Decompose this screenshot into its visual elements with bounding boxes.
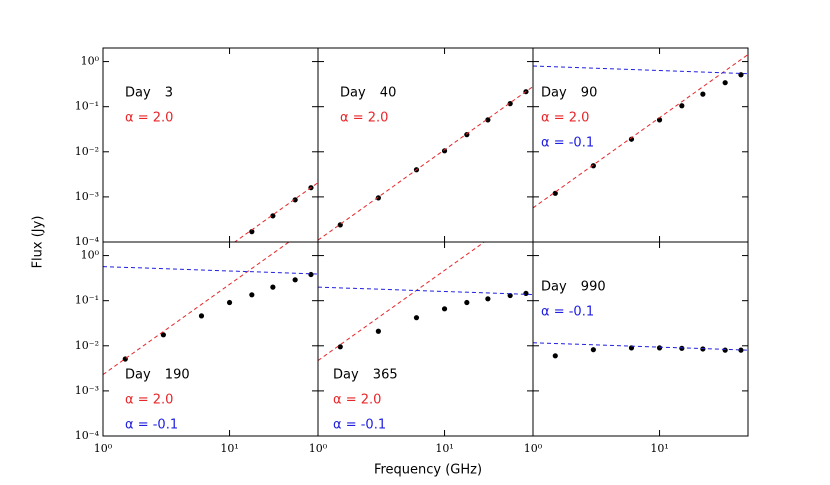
- data-point: [679, 103, 685, 109]
- legend-entry: α = -0.1: [125, 418, 178, 433]
- data-point: [700, 91, 706, 97]
- data-point: [441, 306, 448, 312]
- fit-line: [103, 242, 290, 375]
- plot-area: [533, 342, 748, 359]
- panel-frame: [317, 47, 534, 243]
- data-point: [464, 299, 470, 306]
- data-point: [738, 347, 744, 353]
- legend-entry: α = -0.1: [541, 136, 594, 151]
- fit-line: [533, 54, 748, 209]
- data-point: [656, 345, 663, 351]
- data-point: [590, 347, 596, 353]
- data-point: [226, 299, 233, 306]
- legend-entry: α = -0.1: [333, 418, 386, 433]
- x-tick-label: 10⁰: [524, 442, 543, 455]
- data-point: [337, 344, 343, 350]
- panel: 10⁻⁴ 10⁻³ 10⁻² 10⁻¹ 10⁰ Day 3 α = 2.0: [75, 47, 319, 248]
- x-tick-label: 10⁰: [94, 442, 113, 455]
- y-tick-label: 10⁻³: [75, 190, 99, 203]
- y-tick-label: 10⁻²: [75, 145, 99, 158]
- data-point: [507, 101, 513, 107]
- legend-entry: α = 2.0: [340, 111, 388, 126]
- legend-entry: α = 2.0: [541, 111, 589, 126]
- y-tick-label: 10⁻¹: [75, 100, 99, 113]
- legend-entry: α = 2.0: [125, 111, 173, 126]
- data-point: [628, 136, 635, 142]
- panel: 10⁰ 10¹ 10⁻⁴ 10⁻³ 10⁻² 10⁻¹ 10⁰ Day 190 α = 2.0 α…: [75, 241, 319, 455]
- y-tick-label: 10⁻¹: [75, 294, 99, 307]
- x-tick-label: 10¹: [435, 442, 453, 455]
- data-point: [656, 117, 663, 123]
- x-tick-label: 10⁰: [309, 442, 328, 455]
- legend-entry: α = 2.0: [125, 393, 173, 408]
- panel-frame: [102, 47, 319, 243]
- panel-title: Day 90: [541, 86, 597, 101]
- plot-area: [233, 182, 318, 242]
- legend-entry: α = 2.0: [333, 393, 381, 408]
- plot-area: [318, 86, 533, 241]
- data-point: [292, 197, 298, 203]
- data-point: [160, 332, 166, 338]
- fit-line: [103, 266, 318, 275]
- legend-entry: α = -0.1: [541, 305, 594, 320]
- x-axis-label: Frequency (GHz): [374, 463, 482, 478]
- data-point: [485, 117, 491, 123]
- fit-line: [318, 86, 533, 241]
- data-point: [375, 328, 381, 334]
- data-point: [507, 292, 513, 299]
- data-point: [552, 353, 558, 359]
- y-tick-label: 10⁻³: [75, 384, 99, 397]
- panel-title: Day 365: [333, 368, 398, 383]
- plot-area: [103, 242, 318, 375]
- data-point: [270, 213, 276, 219]
- panel-title: Day 990: [541, 280, 606, 295]
- x-tick-label: 10¹: [650, 442, 668, 455]
- fit-line: [533, 342, 748, 351]
- x-tick-label: 10¹: [220, 442, 238, 455]
- panel: Day 40 α = 2.0: [317, 47, 534, 243]
- data-point: [375, 195, 381, 201]
- y-tick-label: 10⁻⁴: [75, 429, 100, 442]
- y-axis-label: Flux (Jy): [31, 216, 46, 269]
- panel: Day 90 α = 2.0 α = -0.1: [532, 47, 749, 243]
- fit-line: [533, 65, 748, 75]
- data-point: [590, 163, 596, 169]
- data-point: [441, 148, 448, 154]
- panel-title: Day 40: [340, 86, 396, 101]
- data-point: [249, 292, 255, 298]
- panel-frame: [532, 241, 749, 437]
- data-point: [523, 290, 529, 297]
- y-tick-label: 10⁻²: [75, 339, 99, 352]
- plot-area: [318, 242, 533, 361]
- data-point: [198, 313, 205, 319]
- panel-title: Day 190: [125, 368, 190, 383]
- data-point: [722, 347, 728, 353]
- plot-area: [533, 54, 748, 209]
- data-point: [413, 315, 420, 321]
- data-point: [722, 80, 728, 86]
- y-tick-label: 10⁻⁴: [75, 235, 100, 248]
- data-point: [270, 284, 276, 290]
- fit-line: [318, 286, 533, 296]
- data-point: [485, 296, 491, 302]
- y-tick-label: 10⁰: [81, 249, 100, 262]
- panel: 10⁰ 10¹ Day 365 α = 2.0 α = -0.1: [309, 241, 534, 455]
- fit-line: [233, 182, 318, 242]
- fit-line: [318, 242, 486, 361]
- y-tick-label: 10⁰: [81, 55, 100, 68]
- data-point: [292, 277, 298, 283]
- panel-title: Day 3: [125, 86, 173, 101]
- panel: 10⁰ 10¹ Day 990 α = -0.1: [524, 241, 749, 455]
- data-point: [249, 229, 255, 235]
- data-point: [308, 271, 314, 278]
- data-point: [552, 190, 558, 196]
